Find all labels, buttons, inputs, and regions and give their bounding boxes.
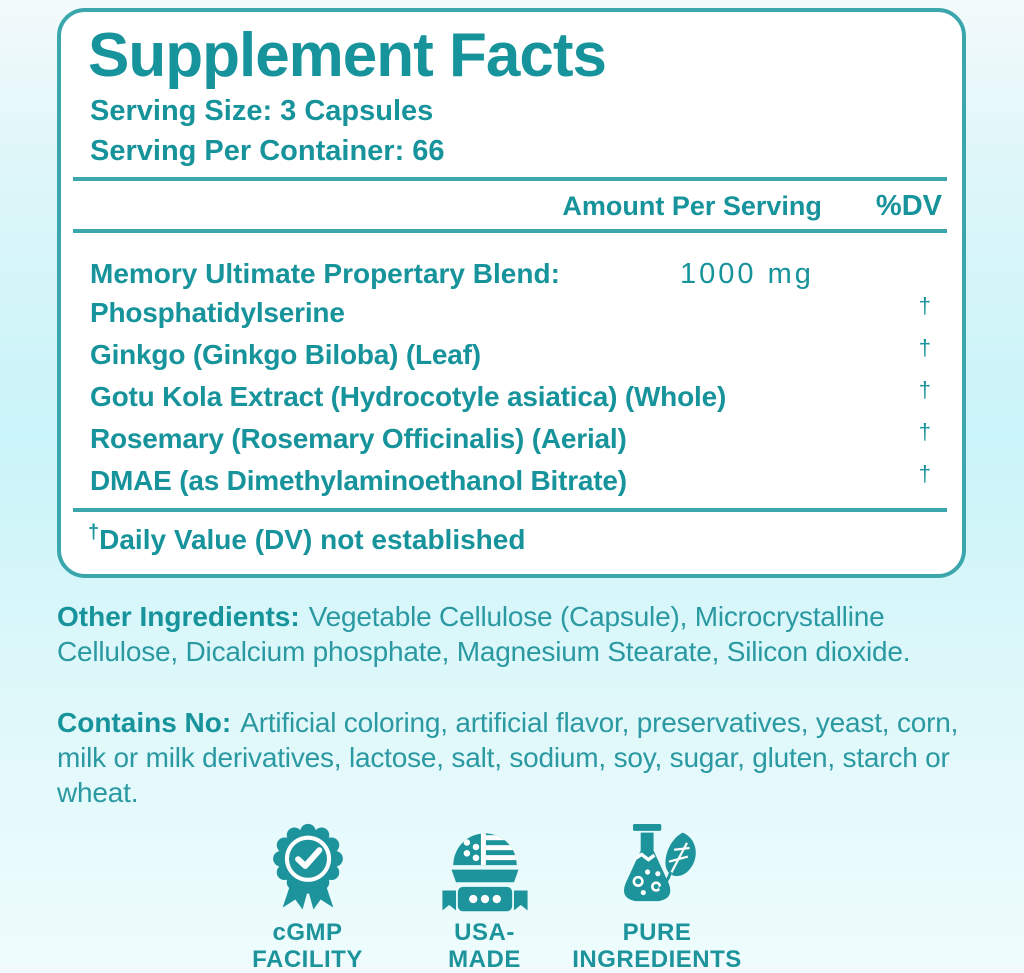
servings-per-container: Serving Per Container: 66: [90, 135, 445, 167]
ingredient-row: Gotu Kola Extract (Hydrocotyle asiatica)…: [90, 377, 931, 417]
badge-pure-ingredients: PURE INGREDIENTS: [563, 818, 751, 973]
ingredient-name: Ginkgo (Ginkgo Biloba) (Leaf): [90, 339, 481, 370]
ingredient-row: Rosemary (Rosemary Officinalis) (Aerial)…: [90, 419, 931, 459]
other-ingredients-label: Other Ingredients:: [57, 601, 300, 632]
dagger-symbol: †: [88, 521, 100, 544]
badge-cgmp: cGMP FACILITY: [230, 818, 385, 973]
dv-footnote: †Daily Value (DV) not established: [88, 521, 526, 555]
amount-per-serving-header: Amount Per Serving: [562, 191, 822, 221]
dagger-symbol: †: [918, 335, 931, 360]
ingredient-row: DMAE (as Dimethylaminoethanol Bitrate) †: [90, 461, 931, 501]
badge-label: cGMP FACILITY: [252, 919, 363, 973]
dagger-symbol: †: [918, 377, 931, 402]
dagger-symbol: †: [918, 461, 931, 486]
other-ingredients-paragraph: Other Ingredients: Vegetable Cellulose (C…: [57, 599, 979, 669]
award-ribbon-icon: [262, 818, 354, 914]
divider-header: [73, 229, 947, 233]
badge-usa-made: USA- MADE: [407, 818, 562, 973]
divider-top: [73, 177, 947, 181]
capitol-flag-icon: [439, 818, 531, 914]
serving-size: Serving Size: 3 Capsules: [90, 95, 434, 127]
panel-title: Supplement Facts: [88, 21, 607, 90]
dagger-symbol: †: [918, 419, 931, 444]
ingredient-row: Ginkgo (Ginkgo Biloba) (Leaf) †: [90, 335, 931, 375]
ingredient-name: DMAE (as Dimethylaminoethanol Bitrate): [90, 465, 627, 496]
contains-no-label: Contains No:: [57, 707, 232, 738]
contains-no-text: Artificial coloring, artificial flavor, …: [57, 707, 959, 808]
ingredient-name: Rosemary (Rosemary Officinalis) (Aerial): [90, 423, 627, 454]
percent-dv-header: %DV: [875, 190, 942, 222]
blend-name: Memory Ultimate Propertary Blend:: [90, 258, 560, 289]
blend-amount: 1000 mg: [680, 258, 814, 290]
contains-no-paragraph: Contains No: Artificial coloring, artific…: [57, 705, 979, 810]
other-ingredients-text: Vegetable Cellulose (Capsule), Microcrys…: [57, 601, 911, 667]
ingredient-name: Phosphatidylserine: [90, 297, 345, 328]
flask-leaf-icon: [609, 818, 705, 914]
badge-label: PURE INGREDIENTS: [572, 919, 742, 973]
dagger-symbol: †: [918, 293, 931, 318]
ingredient-row: Phosphatidylserine †: [90, 293, 931, 333]
column-header-row: Amount Per Serving %DV: [61, 190, 942, 224]
ingredient-name: Gotu Kola Extract (Hydrocotyle asiatica)…: [90, 381, 727, 412]
supplement-facts-panel: Supplement Facts Serving Size: 3 Capsule…: [57, 8, 966, 578]
divider-footnote: [73, 508, 947, 512]
badge-label: USA- MADE: [448, 919, 521, 973]
